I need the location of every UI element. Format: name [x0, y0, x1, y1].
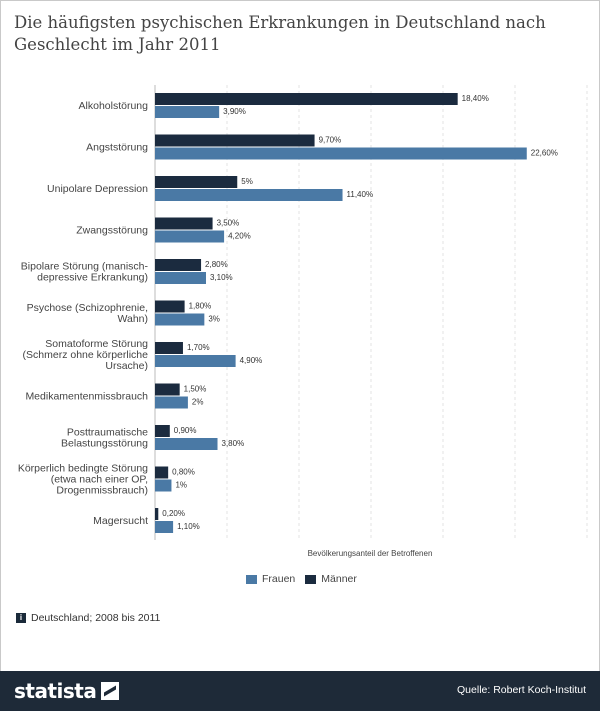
legend-label-frauen: Frauen — [262, 573, 296, 585]
bar-frauen — [155, 521, 174, 533]
bar-frauen — [155, 106, 220, 118]
bar-chart: Alkoholstörung 18,40% 3,90% Angststörung 9,7… — [18, 85, 588, 558]
category-label-line: Angststörung — [86, 142, 148, 154]
data-label-maenner: 0,20% — [162, 509, 185, 518]
category-label-line: Somatoforme Störung — [45, 338, 148, 350]
data-label-frauen: 3% — [208, 315, 220, 324]
data-label-frauen: 22,60% — [531, 149, 558, 158]
bar-maenner — [155, 93, 458, 105]
category-label-line: Unipolare Depression — [47, 183, 148, 195]
data-label-maenner: 9,70% — [319, 136, 342, 145]
data-label-maenner: 1,80% — [189, 302, 212, 311]
bar-maenner — [155, 217, 213, 230]
data-label-frauen: 3,80% — [222, 439, 245, 448]
category-label: Medikamentenmissbrauch — [25, 391, 148, 403]
data-label-maenner: 0,90% — [174, 426, 197, 435]
chart-title: Die häufigsten psychischen Erkrankungen … — [14, 13, 546, 54]
data-label-frauen: 4,90% — [240, 356, 263, 365]
category-label-line: Belastungsstörung — [61, 438, 148, 450]
data-label-frauen: 3,10% — [210, 273, 233, 282]
legend-swatch-maenner — [305, 574, 317, 584]
data-label-maenner: 0,80% — [172, 468, 195, 477]
bar-frauen — [155, 189, 343, 201]
bar-maenner — [155, 176, 238, 188]
legend-swatch-frauen — [246, 574, 257, 584]
region-note: i Deutschland; 2008 bis 2011 — [16, 612, 160, 624]
bar-maenner — [155, 508, 159, 520]
bar-frauen — [155, 396, 188, 409]
bar-frauen — [155, 479, 172, 492]
region-note-text: Deutschland; 2008 bis 2011 — [31, 612, 161, 624]
category-label: Unipolare Depression — [47, 183, 148, 195]
category-label-line: Medikamentenmissbrauch — [25, 391, 148, 403]
data-label-frauen: 4,20% — [228, 232, 251, 241]
bar-maenner — [155, 134, 315, 147]
data-label-frauen: 1% — [175, 481, 187, 490]
category-label-line: Psychose (Schizophrenie, — [27, 302, 148, 314]
category-label-line: Posttraumatische — [67, 427, 148, 439]
legend-label-maenner: Männer — [321, 573, 357, 585]
bar-maenner — [155, 300, 185, 313]
category-label: Bipolare Störung (manisch-depressive Erk… — [21, 261, 149, 284]
data-label-maenner: 2,80% — [205, 260, 228, 269]
statista-logo-text: statista — [14, 679, 97, 703]
x-axis-title: Bevölkerungsanteil der Betroffenen — [308, 549, 433, 558]
category-label: Körperlich bedingte Störung (etwa nach ei… — [18, 463, 148, 497]
bar-frauen — [155, 313, 205, 326]
info-icon: i — [16, 613, 26, 623]
category-label-line: Bipolare Störung (manisch- — [21, 261, 149, 273]
data-label-frauen: 3,90% — [223, 107, 246, 116]
bar-maenner — [155, 466, 169, 479]
category-label: Somatoforme Störung (Schmerz ohne körperl… — [23, 338, 149, 372]
bar-frauen — [155, 355, 236, 367]
bar-maenner — [155, 259, 202, 271]
source-text: Quelle: Robert Koch-Institut — [457, 684, 586, 696]
legend-item-maenner[interactable]: Männer — [305, 573, 357, 585]
category-label-line: Körperlich bedingte Störung — [18, 463, 148, 475]
data-label-frauen: 11,40% — [347, 190, 374, 199]
bar-frauen — [155, 147, 527, 160]
category-label: Angststörung — [86, 142, 148, 154]
category-label-line: depressive Erkrankung) — [37, 272, 148, 284]
legend-item-frauen[interactable]: Frauen — [246, 573, 295, 585]
category-label-line: Zwangsstörung — [76, 225, 148, 237]
bar-frauen — [155, 272, 206, 284]
category-label: Psychose (Schizophrenie, Wahn) — [27, 302, 148, 325]
data-label-maenner: 3,50% — [217, 219, 240, 228]
bar-frauen — [155, 230, 225, 243]
category-label: Zwangsstörung — [76, 225, 148, 237]
category-label-line: (Schmerz ohne körperliche — [23, 349, 149, 361]
bar-maenner — [155, 425, 170, 437]
bar-frauen — [155, 438, 218, 450]
data-label-maenner: 1,50% — [184, 385, 207, 394]
category-label-line: (etwa nach einer OP, — [51, 474, 148, 486]
category-label-line: Magersucht — [93, 515, 148, 527]
data-label-maenner: 18,40% — [462, 94, 489, 103]
category-label-line: Ursache) — [105, 360, 148, 372]
data-label-frauen: 1,10% — [177, 522, 200, 531]
category-label: Posttraumatische Belastungsstörung — [61, 427, 148, 450]
legend: Frauen Männer — [246, 573, 367, 585]
category-label-line: Wahn) — [117, 313, 148, 325]
footer-bar: statista Quelle: Robert Koch-Institut — [0, 671, 600, 711]
data-label-maenner: 5% — [241, 177, 253, 186]
statista-mark-icon — [101, 682, 120, 700]
category-label-line: Drogenmissbrauch) — [56, 485, 148, 497]
bar-maenner — [155, 342, 183, 354]
data-label-frauen: 2% — [192, 398, 204, 407]
category-label: Alkoholstörung — [79, 100, 149, 112]
bar-maenner — [155, 383, 180, 396]
category-label: Magersucht — [93, 515, 148, 527]
category-label-line: Alkoholstörung — [79, 100, 149, 112]
statista-logo[interactable]: statista — [14, 679, 120, 703]
data-label-maenner: 1,70% — [187, 343, 210, 352]
